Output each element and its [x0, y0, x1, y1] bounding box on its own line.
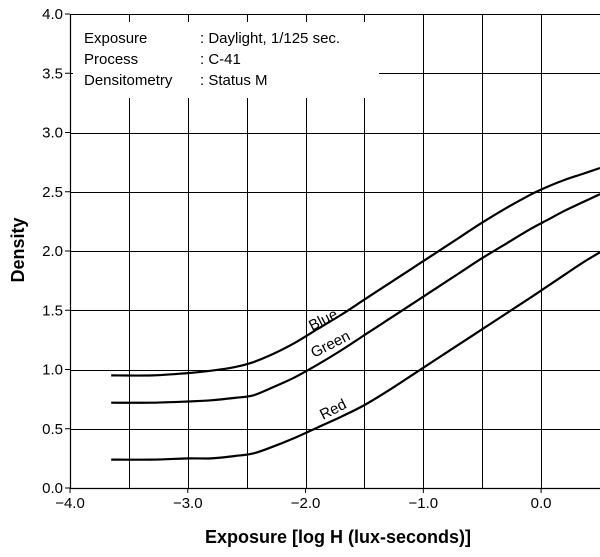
y-tick-label: 2.0: [42, 243, 63, 260]
y-tick-label: 1.5: [42, 302, 63, 319]
info-box: Exposure : Daylight, 1/125 sec. Process …: [73, 22, 379, 98]
y-tick-label: 1.0: [42, 362, 63, 379]
series-layer: [111, 166, 600, 461]
info-value-exposure: : Daylight, 1/125 sec.: [200, 30, 340, 47]
x-tick-label: −3.0: [173, 495, 203, 512]
x-axis-title: Exposure [log H (lux-seconds)]: [205, 527, 471, 547]
x-tick-label: 0.0: [531, 495, 552, 512]
info-key-exposure: Exposure: [84, 30, 147, 47]
series-line-blue: [111, 166, 600, 377]
x-tick-label: −2.0: [291, 495, 321, 512]
info-key-process: Process: [84, 51, 138, 68]
grid-layer: [70, 14, 600, 488]
y-axis-title: Density: [8, 217, 28, 282]
x-tick-label: −1.0: [409, 495, 439, 512]
axes-layer: 0.0 0.5 1.0 1.5 2.0 2.5 3.0 3.5 4.0 −4.0 −3.0 −2.0 −…: [42, 6, 600, 512]
info-box-background: [73, 22, 379, 98]
x-tick-label: −4.0: [55, 495, 85, 512]
info-value-process: : C-41: [200, 51, 241, 68]
series-line-red: [111, 251, 600, 461]
y-tick-label: 4.0: [42, 6, 63, 23]
y-tick-label: 3.0: [42, 125, 63, 142]
curve-labels: Blue Green Red: [306, 306, 353, 424]
series-line-green: [111, 193, 600, 404]
y-tick-label: 0.5: [42, 421, 63, 438]
info-value-densitometry: : Status M: [200, 72, 268, 89]
y-tick-label: 2.5: [42, 184, 63, 201]
y-tick-label: 3.5: [42, 65, 63, 82]
y-tick-label: 0.0: [42, 480, 63, 497]
info-key-densitometry: Densitometry: [84, 72, 173, 89]
